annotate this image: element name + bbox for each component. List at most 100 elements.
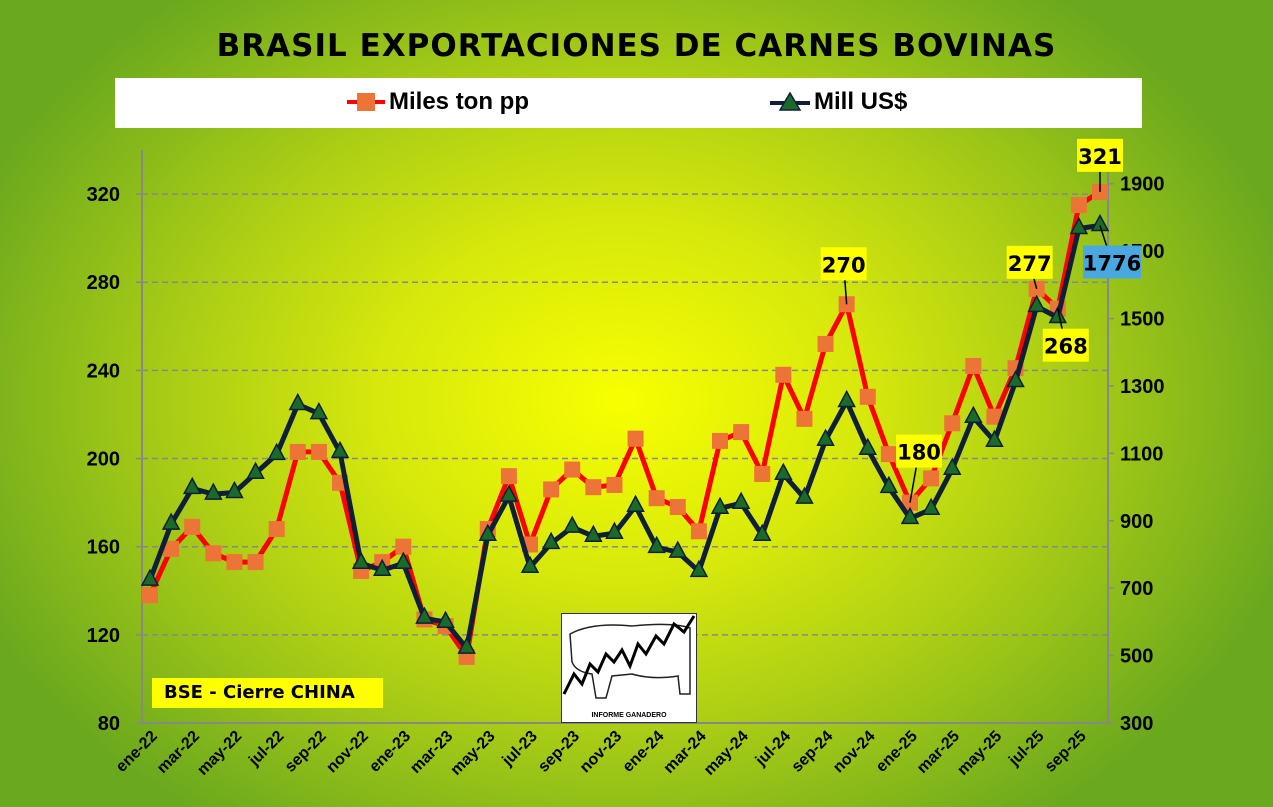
- data-point-square: [564, 461, 581, 478]
- right-tick-label: 1300: [1120, 376, 1165, 398]
- annotation-label: 277: [1008, 252, 1052, 276]
- right-tick-label: 1500: [1120, 309, 1165, 331]
- legend-label: Miles ton pp: [389, 88, 529, 115]
- data-point-square: [986, 408, 1003, 425]
- data-point-square: [289, 443, 306, 460]
- data-point-square: [1070, 197, 1087, 214]
- data-point-triangle: [1090, 213, 1110, 232]
- data-point-square: [184, 518, 201, 535]
- data-point-triangle: [626, 494, 645, 513]
- annotation-box: [1083, 245, 1141, 279]
- data-point-triangle: [584, 524, 603, 543]
- data-point-triangle: [816, 428, 835, 446]
- data-point-square: [859, 388, 876, 405]
- triangle-marker-icon: [770, 92, 810, 111]
- data-point-triangle: [710, 496, 730, 515]
- data-point-triangle: [457, 636, 476, 654]
- data-point-triangle: [288, 392, 308, 411]
- data-point-triangle: [795, 486, 814, 504]
- logo-sketch-icon: [562, 615, 696, 699]
- annotation-box: [820, 247, 867, 281]
- x-tick-label: may-22: [194, 728, 245, 779]
- data-point-triangle: [900, 506, 920, 525]
- data-point-square: [690, 523, 707, 540]
- left-tick-label: 120: [87, 625, 120, 647]
- data-point-triangle: [689, 559, 709, 578]
- left-tick-label: 200: [87, 449, 120, 471]
- data-point-square: [754, 465, 771, 482]
- x-tick-label: sep-22: [282, 728, 330, 776]
- data-point-triangle: [858, 437, 878, 456]
- data-point-triangle: [985, 429, 1004, 447]
- data-point-triangle: [1048, 305, 1068, 324]
- data-point-triangle: [204, 482, 223, 500]
- data-point-triangle: [1027, 294, 1046, 313]
- data-point-triangle: [372, 558, 392, 577]
- data-point-square: [796, 410, 813, 427]
- data-point-square: [205, 545, 222, 562]
- data-point-square: [585, 479, 602, 496]
- data-point-square: [247, 554, 264, 571]
- data-point-square: [923, 470, 940, 487]
- logo: INFORME GANADERO: [561, 613, 697, 723]
- data-point-triangle: [731, 491, 751, 509]
- data-point-triangle: [879, 475, 899, 494]
- data-point-square: [395, 538, 412, 555]
- data-point-square: [142, 587, 158, 604]
- data-point-square: [606, 476, 623, 493]
- annotation-label: 180: [897, 441, 941, 465]
- data-point-triangle: [161, 512, 181, 530]
- data-point-triangle: [668, 540, 688, 558]
- annotation-box: [896, 434, 942, 468]
- right-tick-label: 1900: [1120, 174, 1165, 196]
- data-point-triangle: [225, 480, 244, 499]
- data-point-triangle: [330, 440, 350, 459]
- data-point-triangle: [415, 606, 434, 624]
- data-point-triangle: [1006, 369, 1025, 388]
- x-tick-label: nov-24: [830, 728, 879, 777]
- right-tick-label: 500: [1120, 646, 1153, 668]
- data-point-square: [880, 446, 897, 463]
- legend-label: Mill US$: [814, 88, 908, 115]
- x-tick-label: may-25: [954, 728, 1005, 779]
- data-point-triangle: [752, 523, 772, 542]
- legend-item-miles-ton: Miles ton pp: [347, 88, 529, 116]
- data-point-triangle: [499, 484, 519, 502]
- data-point-triangle: [478, 523, 498, 542]
- x-tick-label: ene-23: [366, 728, 414, 776]
- x-tick-label: nov-22: [323, 728, 372, 777]
- data-point-triangle: [267, 442, 286, 461]
- x-tick-label: may-24: [701, 728, 752, 779]
- data-point-triangle: [942, 457, 962, 475]
- data-point-triangle: [520, 555, 540, 574]
- data-point-triangle: [605, 521, 624, 539]
- left-tick-label: 80: [98, 713, 120, 735]
- left-tick-label: 320: [87, 184, 120, 206]
- annotation-box: [1077, 138, 1123, 172]
- left-tick-label: 240: [87, 360, 120, 382]
- data-point-triangle: [1069, 216, 1089, 235]
- annotation-label: 270: [822, 253, 866, 277]
- source-note: BSE - Cierre CHINA: [152, 678, 383, 708]
- data-point-triangle: [647, 535, 666, 554]
- x-tick-label: nov-23: [577, 728, 626, 777]
- data-point-square: [965, 357, 982, 374]
- left-tick-label: 280: [87, 272, 120, 294]
- x-tick-label: ene-24: [620, 728, 668, 776]
- legend: Miles ton pp Mill US$: [115, 78, 1142, 128]
- data-point-square: [669, 499, 686, 516]
- data-point-square: [944, 415, 961, 432]
- data-point-triangle: [140, 568, 160, 586]
- annotation-label: 268: [1044, 335, 1088, 359]
- x-tick-label: may-23: [448, 728, 499, 779]
- data-point-triangle: [351, 551, 371, 569]
- data-point-triangle: [541, 531, 561, 550]
- data-point-triangle: [246, 461, 265, 479]
- x-tick-label: sep-24: [789, 728, 837, 776]
- data-point-square: [163, 540, 180, 557]
- right-tick-label: 1100: [1120, 443, 1163, 465]
- data-point-triangle: [182, 476, 202, 495]
- x-tick-label: ene-25: [873, 728, 921, 776]
- left-tick-label: 160: [87, 537, 120, 559]
